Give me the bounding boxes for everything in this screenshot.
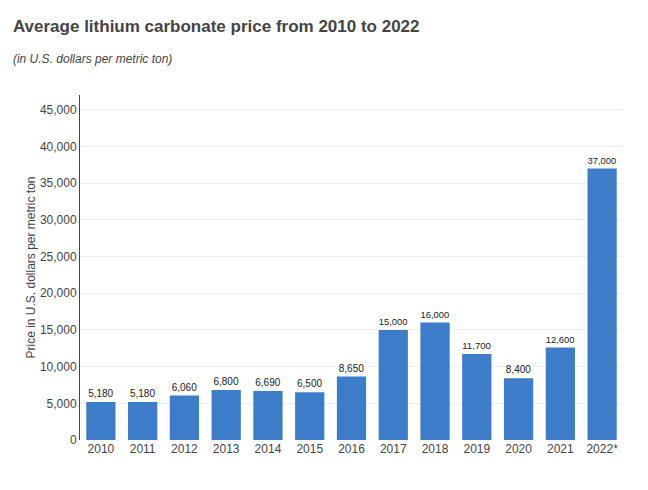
svg-text:40,000: 40,000 [40, 140, 77, 154]
svg-text:30,000: 30,000 [40, 213, 77, 227]
svg-text:6,060: 6,060 [172, 382, 197, 393]
svg-text:6,800: 6,800 [213, 376, 238, 387]
svg-text:15,000: 15,000 [379, 316, 408, 327]
svg-text:2019: 2019 [463, 442, 490, 456]
svg-text:20,000: 20,000 [40, 286, 77, 300]
svg-text:2017: 2017 [380, 442, 407, 456]
svg-text:8,650: 8,650 [339, 363, 364, 374]
svg-text:2022*: 2022* [586, 442, 618, 456]
svg-text:2016: 2016 [338, 442, 365, 456]
svg-text:2010: 2010 [88, 442, 115, 456]
svg-text:37,000: 37,000 [588, 155, 617, 166]
svg-text:Average lithium carbonate pric: Average lithium carbonate price from 201… [13, 17, 420, 36]
svg-text:5,180: 5,180 [88, 388, 113, 399]
svg-text:(in U.S. dollars per metric to: (in U.S. dollars per metric ton) [13, 52, 172, 66]
svg-text:2011: 2011 [130, 442, 156, 456]
svg-text:35,000: 35,000 [40, 176, 77, 190]
svg-text:2018: 2018 [422, 442, 449, 456]
svg-text:2015: 2015 [296, 442, 323, 456]
svg-text:10,000: 10,000 [40, 360, 77, 374]
svg-text:6,500: 6,500 [297, 378, 322, 389]
svg-text:2021: 2021 [547, 442, 574, 456]
svg-text:6,690: 6,690 [255, 377, 280, 388]
svg-text:45,000: 45,000 [40, 103, 77, 117]
svg-text:2012: 2012 [171, 442, 198, 456]
svg-text:Price in U.S. dollars per metr: Price in U.S. dollars per metric ton [24, 176, 38, 358]
svg-text:0: 0 [70, 433, 77, 447]
svg-text:15,000: 15,000 [40, 323, 77, 337]
svg-text:2013: 2013 [213, 442, 240, 456]
svg-text:8,400: 8,400 [506, 364, 531, 375]
svg-text:5,180: 5,180 [130, 388, 155, 399]
svg-text:2014: 2014 [255, 442, 282, 456]
svg-text:2020: 2020 [505, 442, 532, 456]
svg-text:11,700: 11,700 [462, 340, 491, 351]
svg-text:25,000: 25,000 [40, 250, 77, 264]
svg-text:16,000: 16,000 [420, 309, 449, 320]
svg-text:5,000: 5,000 [47, 397, 77, 411]
svg-text:12,600: 12,600 [546, 334, 575, 345]
